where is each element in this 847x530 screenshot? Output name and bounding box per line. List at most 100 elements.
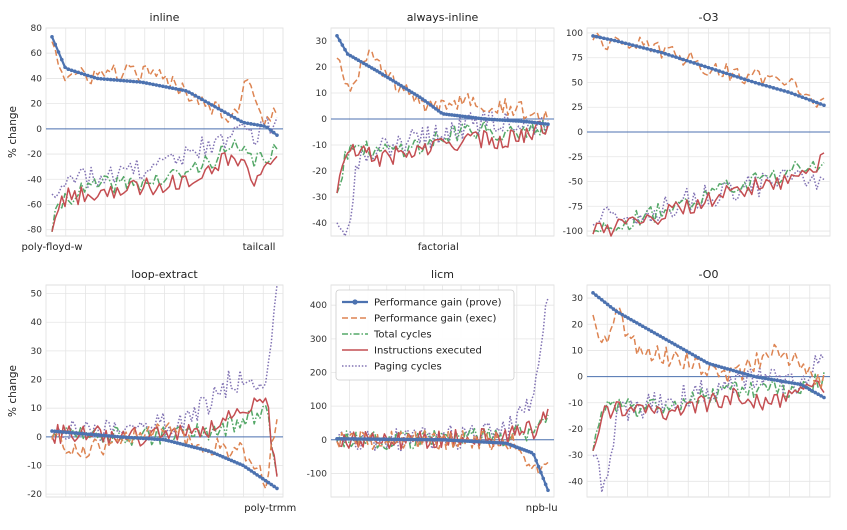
data-point: [121, 435, 126, 439]
data-point: [450, 113, 454, 117]
data-point: [482, 117, 486, 121]
data-point: [132, 435, 137, 440]
legend: Performance gain (prove) Performance gain…: [335, 289, 515, 381]
data-point: [417, 95, 422, 100]
y-axis-label: % change: [7, 365, 19, 417]
data-point: [772, 378, 777, 382]
data-point: [667, 339, 671, 343]
y-tick-label: 20: [31, 376, 43, 386]
y-tick-label: 30: [572, 294, 584, 304]
data-point: [50, 429, 54, 433]
data-point: [82, 72, 87, 77]
data-point: [167, 85, 172, 90]
data-point: [431, 105, 435, 109]
data-point: [543, 482, 548, 487]
data-point: [377, 70, 382, 75]
data-point: [508, 118, 513, 123]
data-point: [147, 436, 151, 441]
data-point: [50, 35, 54, 39]
data-point: [375, 69, 379, 73]
data-point: [401, 85, 406, 90]
data-point: [539, 470, 543, 475]
data-point: [764, 83, 769, 88]
data-point: [232, 115, 237, 120]
data-point: [265, 125, 270, 130]
y-tick-label: 0: [36, 433, 42, 443]
data-point: [532, 120, 537, 125]
data-point: [739, 76, 743, 80]
data-point: [652, 331, 657, 335]
data-point: [798, 382, 803, 387]
data-point: [784, 380, 788, 384]
data-point: [690, 352, 695, 357]
data-point: [721, 70, 725, 75]
data-point: [337, 38, 342, 43]
data-point: [112, 78, 116, 82]
y-tick-label: 10: [31, 404, 43, 414]
data-point: [75, 431, 80, 436]
data-point: [73, 69, 77, 74]
data-point: [716, 364, 721, 369]
data-point: [239, 119, 243, 124]
data-point: [245, 121, 250, 126]
y-tick-label: -30: [568, 451, 583, 461]
data-point: [611, 307, 616, 311]
y-tick-label: -20: [312, 167, 327, 177]
data-point: [152, 437, 157, 441]
data-point: [719, 365, 724, 370]
y-tick-label: 20: [572, 320, 584, 330]
data-point: [128, 79, 133, 84]
data-point: [53, 429, 57, 434]
data-point: [695, 62, 700, 66]
data-point: [444, 112, 449, 117]
panel--o3: 100 75 50 25 0 -25 -50 -75 -100 -O3: [563, 11, 831, 237]
data-point: [703, 64, 707, 69]
data-point: [184, 443, 188, 447]
data-point: [696, 355, 701, 360]
data-point: [229, 114, 234, 118]
data-point: [543, 122, 548, 126]
data-point: [101, 433, 106, 438]
data-point: [201, 447, 205, 452]
data-point: [807, 387, 812, 392]
data-point: [55, 429, 60, 434]
data-point: [95, 433, 100, 437]
data-point: [598, 35, 603, 40]
data-point: [161, 84, 165, 89]
data-point: [591, 34, 595, 38]
y-tick-label: -60: [27, 200, 42, 210]
data-point: [183, 88, 188, 93]
data-point: [527, 120, 532, 124]
data-point: [658, 334, 663, 338]
data-point: [602, 300, 607, 304]
data-point: [164, 438, 168, 442]
data-point: [728, 72, 732, 77]
data-point: [63, 65, 67, 70]
data-point: [734, 369, 739, 374]
data-point: [627, 42, 631, 47]
data-point: [223, 456, 228, 460]
y-tick-label: 0: [321, 115, 327, 125]
data-point: [757, 375, 762, 380]
legend-entry-label: Instructions executed: [374, 346, 482, 357]
data-point: [699, 63, 704, 68]
data-point: [178, 441, 182, 446]
data-point: [793, 92, 797, 97]
data-point: [458, 114, 462, 118]
series-line-instructions-executed: [592, 379, 825, 452]
data-point: [95, 76, 100, 81]
data-point: [436, 109, 441, 113]
data-point: [383, 74, 387, 78]
data-point: [819, 394, 823, 398]
series-line-paging-cycles: [592, 168, 825, 226]
data-point: [677, 56, 682, 61]
data-point: [115, 434, 120, 439]
data-point: [426, 101, 430, 105]
data-point: [522, 119, 526, 124]
data-point: [637, 322, 642, 327]
data-point: [514, 119, 518, 123]
data-point: [212, 451, 217, 456]
data-point: [238, 462, 242, 466]
data-point: [646, 327, 651, 332]
data-point: [108, 77, 113, 82]
